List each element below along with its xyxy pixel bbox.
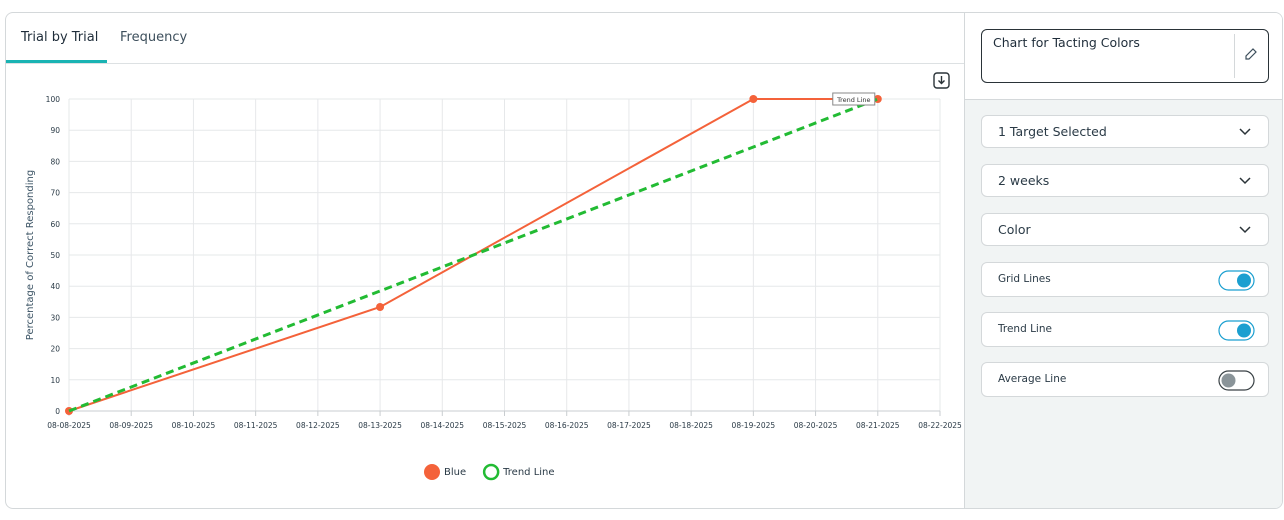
y-tick-label: 70	[50, 189, 60, 198]
chart-name: Chart for Tacting Colors	[993, 35, 1140, 50]
chart-name-area: Chart for Tacting Colors	[965, 13, 1282, 100]
toggle-label: Average Line	[998, 373, 1067, 385]
x-tick-label: 08-19-2025	[732, 421, 776, 430]
x-tick-label: 08-10-2025	[172, 421, 216, 430]
y-tick-label: 90	[50, 126, 60, 135]
tab-bar: Trial by Trial Frequency	[6, 13, 965, 64]
dropdown-label: 2 weeks	[998, 173, 1050, 188]
x-tick-label: 08-18-2025	[669, 421, 713, 430]
toggle-row: Grid Lines	[981, 262, 1269, 297]
x-tick-label: 08-21-2025	[856, 421, 900, 430]
chevron-icon	[1239, 226, 1251, 234]
toggle-switch[interactable]	[1218, 370, 1256, 392]
download-icon[interactable]	[933, 72, 950, 89]
chevron-icon	[1239, 128, 1251, 136]
chart-card: Trial by Trial Frequency Chart for Tacti…	[5, 12, 1283, 509]
active-tab-indicator	[6, 60, 107, 63]
chart-name-box[interactable]: Chart for Tacting Colors	[981, 29, 1269, 83]
data-point	[749, 95, 758, 103]
y-tick-label: 50	[50, 251, 60, 260]
y-tick-label: 30	[50, 313, 60, 322]
toggle-row: Average Line	[981, 362, 1269, 397]
x-tick-label: 08-16-2025	[545, 421, 589, 430]
y-tick-label: 100	[46, 95, 61, 104]
dropdown[interactable]: 1 Target Selected	[981, 115, 1269, 148]
chart: Percentage of Correct Responding 0 10 20 30…	[25, 72, 962, 481]
legend-marker	[482, 463, 500, 481]
y-tick-label: 80	[50, 157, 60, 166]
dropdown[interactable]: Color	[981, 213, 1269, 246]
edit-icon[interactable]	[1244, 47, 1258, 61]
legend-marker	[424, 464, 440, 480]
x-tick-label: 08-20-2025	[794, 421, 838, 430]
dropdown-label: 1 Target Selected	[998, 124, 1107, 139]
x-tick-label: 08-17-2025	[607, 421, 651, 430]
tab[interactable]: Frequency	[120, 30, 188, 45]
settings-panel: Chart for Tacting Colors 1 Target Select…	[964, 13, 1282, 508]
annotation: Trend Line	[836, 96, 870, 104]
annotation-box	[832, 92, 876, 106]
chevron-icon	[1239, 177, 1251, 185]
x-tick-label: 08-14-2025	[420, 421, 464, 430]
x-tick-label: 08-08-2025	[47, 421, 91, 430]
data-point	[376, 303, 385, 312]
separator	[1234, 34, 1235, 78]
x-tick-label: 08-12-2025	[296, 421, 340, 430]
x-tick-label: 08-09-2025	[109, 421, 153, 430]
dropdown-label: Color	[998, 222, 1031, 237]
y-tick-label: 20	[50, 345, 60, 354]
series-line	[68, 97, 879, 413]
y-tick-label: 0	[55, 407, 60, 416]
y-axis-title: Percentage of Correct Responding	[25, 170, 36, 340]
toggle-switch[interactable]	[1218, 270, 1256, 292]
legend-label: Trend Line	[502, 467, 554, 478]
toggle-switch[interactable]	[1218, 320, 1256, 342]
toggle-row: Trend Line	[981, 312, 1269, 347]
x-tick-label: 08-13-2025	[358, 421, 402, 430]
x-tick-label: 08-22-2025	[918, 421, 962, 430]
y-tick-label: 60	[50, 220, 60, 229]
toggle-label: Trend Line	[998, 323, 1052, 335]
x-tick-label: 08-11-2025	[234, 421, 278, 430]
x-tick-label: 08-15-2025	[483, 421, 527, 430]
tab[interactable]: Trial by Trial	[21, 30, 99, 45]
y-tick-label: 10	[50, 376, 60, 385]
legend-label: Blue	[444, 467, 466, 478]
series-line	[68, 98, 878, 412]
dropdown[interactable]: 2 weeks	[981, 164, 1269, 197]
y-tick-label: 40	[50, 282, 60, 291]
toggle-label: Grid Lines	[998, 273, 1051, 285]
